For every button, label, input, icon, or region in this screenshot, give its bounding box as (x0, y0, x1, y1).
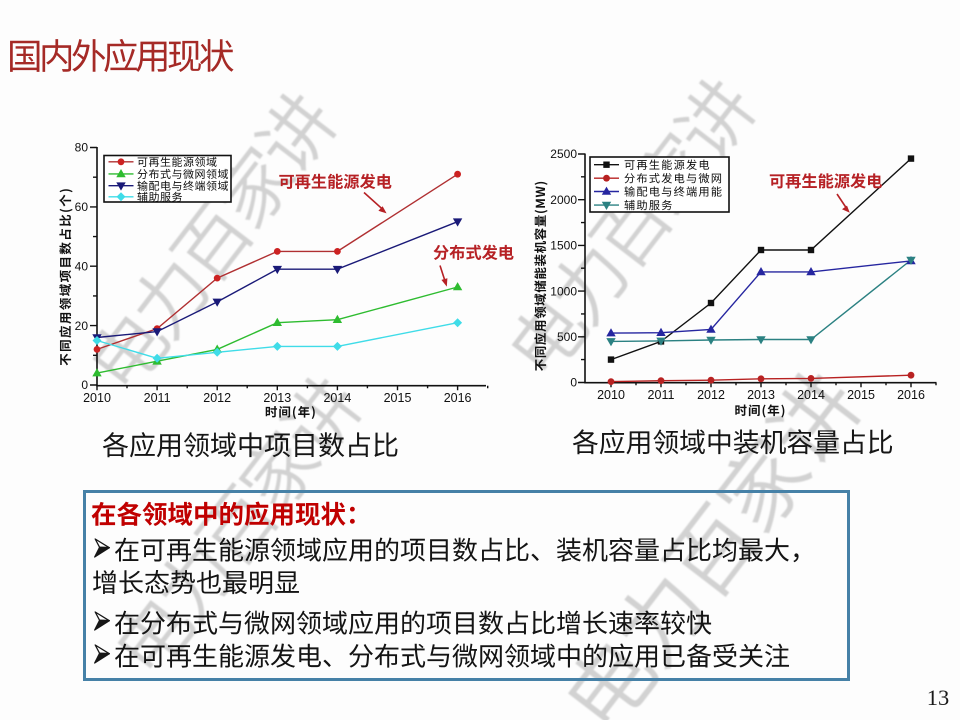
svg-text:1000: 1000 (550, 284, 577, 298)
svg-text:2010: 2010 (83, 391, 111, 405)
svg-text:2012: 2012 (203, 391, 231, 405)
svg-text:2010: 2010 (597, 388, 625, 402)
svg-text:2500: 2500 (550, 147, 577, 161)
svg-text:2011: 2011 (648, 388, 675, 402)
svg-text:20: 20 (75, 319, 89, 333)
svg-text:2013: 2013 (747, 388, 775, 402)
svg-text:60: 60 (75, 200, 89, 214)
svg-text:2013: 2013 (263, 391, 291, 405)
svg-text:2015: 2015 (847, 388, 875, 402)
svg-text:0: 0 (570, 376, 577, 390)
svg-text:2011: 2011 (144, 391, 171, 405)
svg-text:2016: 2016 (444, 391, 472, 405)
svg-text:2015: 2015 (384, 391, 412, 405)
svg-text:2016: 2016 (897, 388, 925, 402)
svg-text:2012: 2012 (697, 388, 725, 402)
svg-text:40: 40 (75, 259, 89, 273)
svg-text:1500: 1500 (550, 239, 577, 253)
svg-text:80: 80 (75, 141, 89, 155)
svg-text:2014: 2014 (797, 388, 825, 402)
svg-text:500: 500 (557, 330, 577, 344)
svg-text:2014: 2014 (323, 391, 351, 405)
svg-text:13: 13 (927, 685, 950, 710)
svg-text:0: 0 (81, 378, 88, 392)
svg-text:2000: 2000 (550, 193, 577, 207)
